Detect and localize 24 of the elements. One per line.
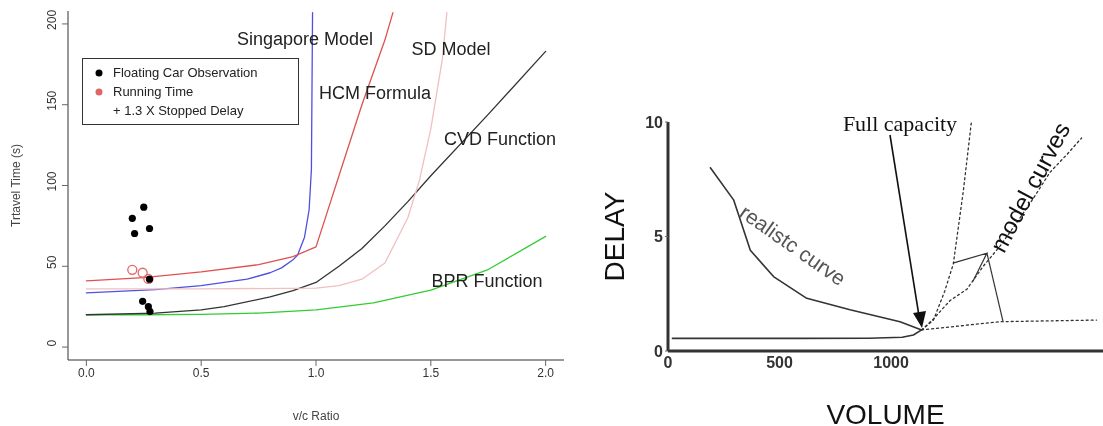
y-tick-label: 50 bbox=[45, 255, 59, 269]
y-tick-label: 150 bbox=[45, 90, 59, 111]
x-tick-label: 0.5 bbox=[192, 365, 210, 380]
y-tick-label: 10 bbox=[645, 113, 664, 131]
legend-label: Running Time + 1.3 X Stopped Delay bbox=[113, 83, 244, 120]
y-tick-label: 0 bbox=[45, 339, 59, 347]
y-tick-label: 0 bbox=[654, 342, 664, 360]
annotation: SD Model bbox=[411, 39, 491, 59]
x-tick-label: 2.0 bbox=[537, 365, 555, 380]
y-axis-title: DELAY bbox=[598, 191, 630, 282]
annotation: Full capacity bbox=[842, 110, 958, 136]
x-axis-title: v/c Ratio bbox=[292, 409, 340, 423]
x-tick-label: 0.0 bbox=[78, 365, 96, 380]
y-axis-title: Trtavel Time (s) bbox=[9, 144, 23, 227]
x-tick-label: 500 bbox=[766, 354, 793, 372]
y-tick-label: 200 bbox=[45, 9, 59, 30]
legend-label: Floating Car Observation bbox=[113, 64, 258, 82]
y-tick-label: 5 bbox=[654, 228, 664, 245]
x-tick-label: 1.0 bbox=[307, 365, 325, 380]
y-tick-label: 100 bbox=[45, 171, 59, 192]
x-tick-label: 1.5 bbox=[422, 365, 440, 380]
annotation: HCM Formula bbox=[318, 83, 432, 103]
x-tick-label: 1000 bbox=[873, 354, 909, 372]
x-axis-title: VOLUME bbox=[826, 399, 945, 426]
